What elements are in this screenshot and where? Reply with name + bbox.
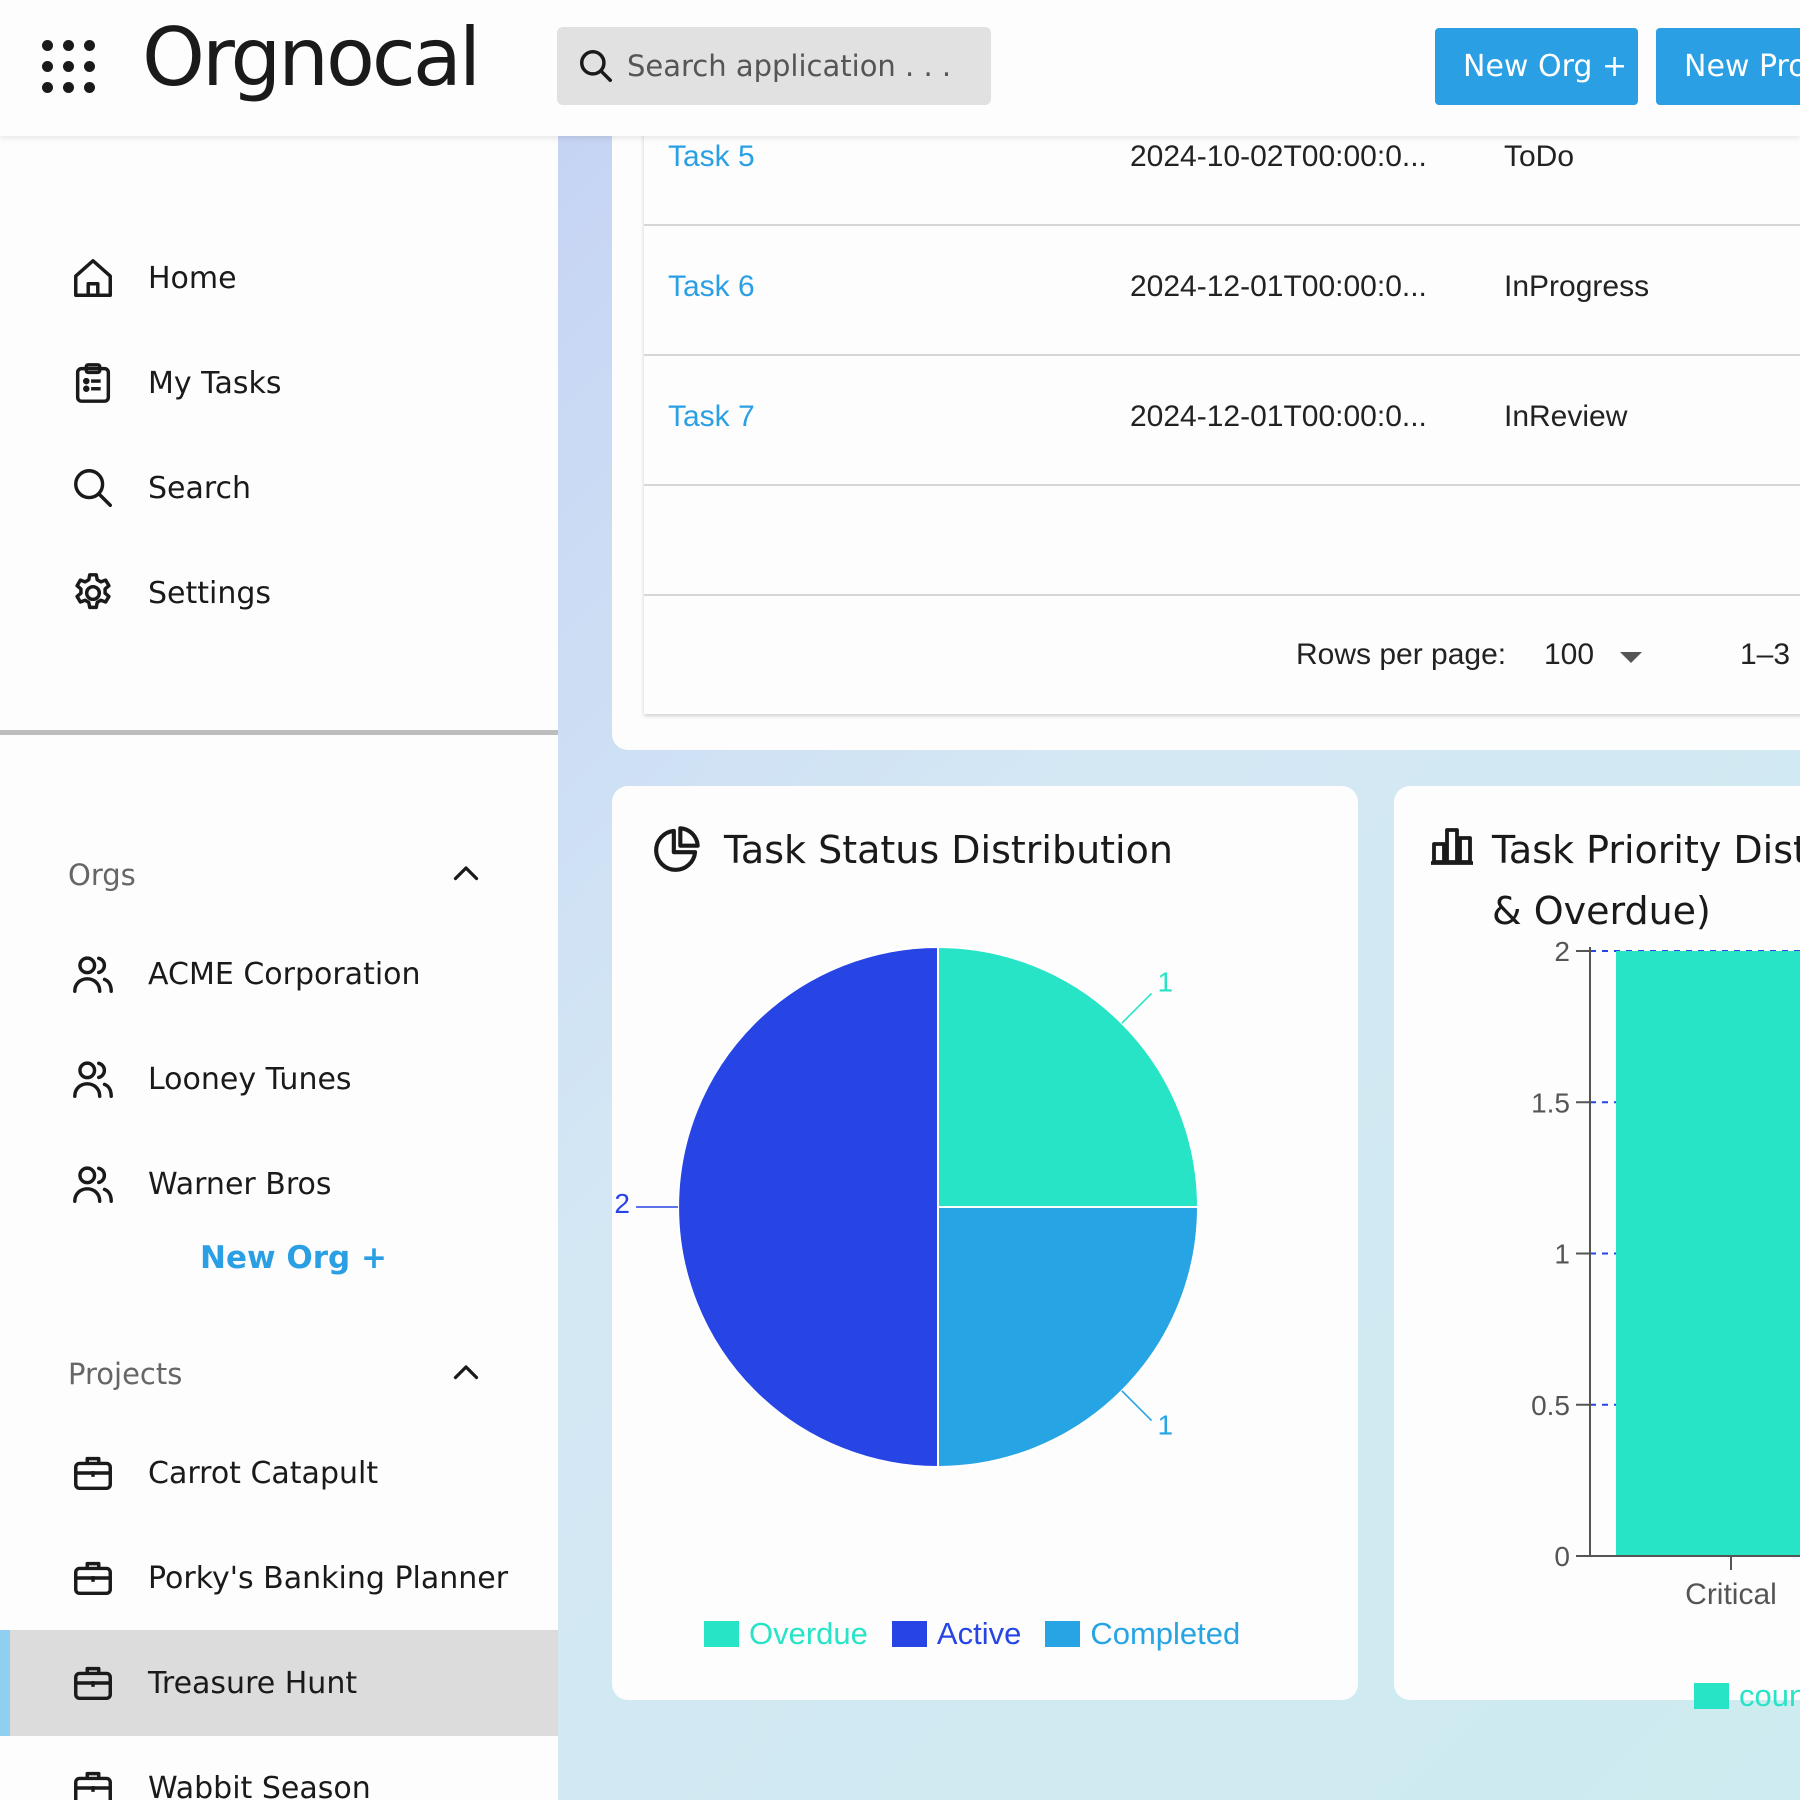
project-label: Porky's Banking Planner xyxy=(148,1560,509,1596)
table-row[interactable]: Task 5 2024-10-02T00:00:0... ToDo xyxy=(644,136,1800,226)
task-date: 2024-10-02T00:00:0... xyxy=(1130,140,1427,173)
nav-label: My Tasks xyxy=(148,365,282,401)
tasks-card: Task 5 2024-10-02T00:00:0... ToDo Task 6… xyxy=(612,136,1800,750)
legend-item-overdue[interactable]: Overdue xyxy=(704,1616,868,1652)
org-label: Looney Tunes xyxy=(148,1061,352,1097)
status-chart-title: Task Status Distribution xyxy=(724,828,1173,872)
pie-data-label: 2 xyxy=(614,1188,630,1219)
pie-data-label: 1 xyxy=(1158,1410,1174,1441)
briefcase-icon xyxy=(74,1561,112,1596)
task-status: InProgress xyxy=(1504,270,1650,303)
pie-label-line xyxy=(1121,992,1153,1024)
priority-chart-card: Task Priority Distr & Overdue) 0 0.5 1 1.5 2… xyxy=(1394,786,1800,1713)
nav-item-my-tasks[interactable]: My Tasks xyxy=(70,353,282,413)
bar-chart-icon xyxy=(1431,828,1473,865)
pie-label-line xyxy=(1121,1390,1153,1422)
org-item-warner-bros[interactable]: Warner Bros xyxy=(70,1154,332,1214)
users-icon xyxy=(73,956,113,993)
project-item-wabbit-season[interactable]: Wabbit Season xyxy=(70,1758,371,1800)
sidebar-divider xyxy=(0,730,558,735)
x-tick-label: Critical xyxy=(1685,1578,1777,1611)
pie-slice-active[interactable] xyxy=(677,945,939,1469)
table-pagination: Rows per page: 100 1–3 xyxy=(644,596,1800,714)
app-logo[interactable]: Orgnocal xyxy=(142,11,481,104)
search-icon xyxy=(74,469,112,507)
table-empty-row xyxy=(644,486,1800,596)
status-chart-legend: Overdue Active Completed xyxy=(704,1616,1264,1652)
legend-item-completed[interactable]: Completed xyxy=(1045,1616,1240,1652)
projects-section-title: Projects xyxy=(68,1357,183,1391)
table-row[interactable]: Task 6 2024-12-01T00:00:0... InProgress xyxy=(644,226,1800,356)
new-org-button[interactable]: New Org + xyxy=(1435,28,1638,105)
rows-per-page-label: Rows per page: xyxy=(1296,638,1507,671)
task-date: 2024-12-01T00:00:0... xyxy=(1130,270,1427,303)
pie-chart-icon xyxy=(654,826,700,872)
project-label: Wabbit Season xyxy=(148,1770,371,1800)
app-header: Orgnocal New Org + New Project + xyxy=(0,0,1800,136)
pie-slice-completed[interactable] xyxy=(937,1206,1200,1469)
project-item-porkys-banking-planner[interactable]: Porky's Banking Planner xyxy=(70,1548,508,1608)
project-label: Treasure Hunt xyxy=(148,1665,358,1701)
orgs-section-title: Orgs xyxy=(68,858,136,892)
chevron-up-icon[interactable] xyxy=(448,856,484,892)
users-icon xyxy=(73,1061,113,1098)
legend-item-count[interactable]: count xyxy=(1694,1678,1800,1714)
briefcase-icon xyxy=(74,1456,112,1491)
page-range: 1–3 xyxy=(1740,638,1791,671)
pie-data-label: 1 xyxy=(1158,966,1174,997)
rows-per-page-select[interactable]: 100 xyxy=(1544,638,1595,671)
bar-critical[interactable] xyxy=(1616,951,1800,1556)
task-status: InReview xyxy=(1504,400,1628,433)
status-pie-chart: 1 1 2 xyxy=(614,945,1200,1469)
clipboard-icon xyxy=(75,363,111,403)
nav-item-search[interactable]: Search xyxy=(70,458,251,518)
search-box[interactable] xyxy=(557,27,991,105)
caret-down-icon[interactable] xyxy=(1620,652,1642,663)
search-icon xyxy=(580,50,612,82)
project-label: Carrot Catapult xyxy=(148,1455,379,1491)
y-tick-label: 2 xyxy=(1554,936,1570,967)
project-item-treasure-hunt[interactable]: Treasure Hunt xyxy=(70,1653,357,1713)
apps-grid-icon[interactable] xyxy=(40,38,98,96)
priority-chart-title-line2: & Overdue) xyxy=(1492,889,1711,933)
nav-item-settings[interactable]: Settings xyxy=(70,563,271,623)
priority-chart-legend: count xyxy=(1694,1678,1800,1714)
task-name-link[interactable]: Task 7 xyxy=(668,400,755,433)
nav-label: Search xyxy=(148,470,252,506)
tasks-table: Task 5 2024-10-02T00:00:0... ToDo Task 6… xyxy=(644,136,1800,714)
status-chart-card: Task Status Distribution 1 1 2 Overdue Act… xyxy=(612,786,1358,1700)
users-icon xyxy=(73,1166,113,1203)
nav-label: Settings xyxy=(148,575,272,611)
briefcase-icon xyxy=(74,1666,112,1701)
org-label: ACME Corporation xyxy=(148,956,421,992)
nav-label: Home xyxy=(148,260,237,296)
pie-slice-overdue[interactable] xyxy=(937,945,1200,1208)
search-input[interactable] xyxy=(627,37,977,95)
chevron-up-icon[interactable] xyxy=(448,1355,484,1391)
home-icon xyxy=(74,259,112,297)
main-content: Task 5 2024-10-02T00:00:0... ToDo Task 6… xyxy=(558,136,1800,1800)
y-tick-label: 1.5 xyxy=(1531,1087,1570,1118)
y-tick-label: 0 xyxy=(1554,1541,1570,1572)
briefcase-icon xyxy=(74,1771,112,1800)
task-name-link[interactable]: Task 5 xyxy=(668,140,755,173)
org-item-looney-tunes[interactable]: Looney Tunes xyxy=(70,1049,352,1109)
org-label: Warner Bros xyxy=(148,1166,332,1202)
legend-item-active[interactable]: Active xyxy=(891,1616,1021,1652)
task-status: ToDo xyxy=(1504,140,1575,173)
org-item-acme[interactable]: ACME Corporation xyxy=(70,944,421,1004)
project-item-carrot-catapult[interactable]: Carrot Catapult xyxy=(70,1443,378,1503)
new-org-link[interactable]: New Org + xyxy=(200,1240,387,1276)
nav-item-home[interactable]: Home xyxy=(70,248,237,308)
y-tick-label: 0.5 xyxy=(1531,1390,1570,1421)
table-row[interactable]: Task 7 2024-12-01T00:00:0... InReview xyxy=(644,356,1800,486)
task-date: 2024-12-01T00:00:0... xyxy=(1130,400,1427,433)
y-tick-label: 1 xyxy=(1554,1239,1570,1270)
gear-icon xyxy=(75,573,111,610)
new-project-button[interactable]: New Project + xyxy=(1656,28,1800,105)
priority-bar-chart: 0 0.5 1 1.5 2 Critical xyxy=(1531,936,1800,1611)
sidebar: Home My Tasks Search Settings Orgs ACME … xyxy=(0,136,558,1800)
priority-chart-title-line1: Task Priority Distr xyxy=(1492,828,1800,872)
task-name-link[interactable]: Task 6 xyxy=(668,270,755,303)
